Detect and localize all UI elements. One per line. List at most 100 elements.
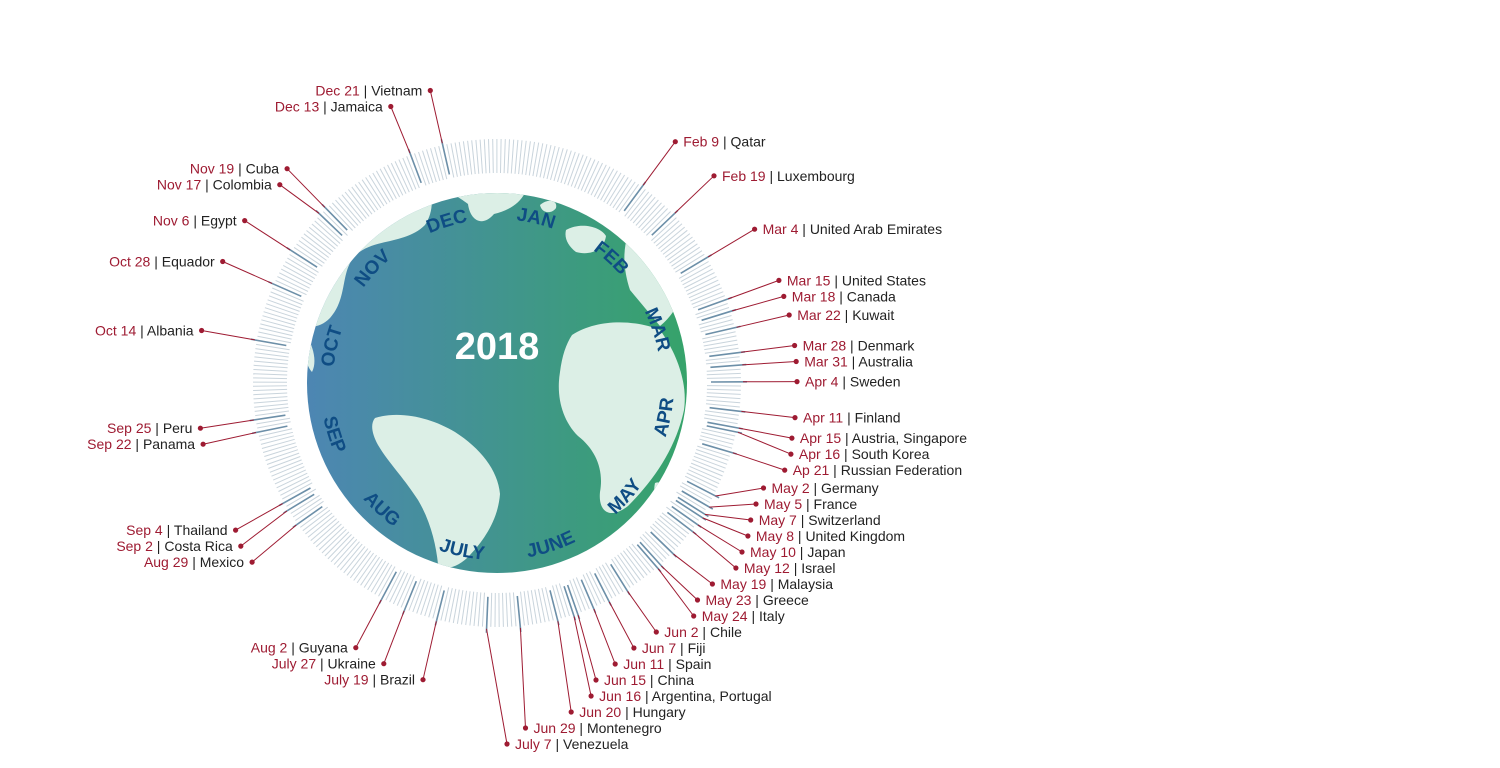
event-country: Australia bbox=[858, 354, 913, 370]
event-country: Malaysia bbox=[778, 576, 833, 592]
event-dot bbox=[420, 677, 426, 683]
day-tick bbox=[365, 177, 385, 207]
event-label: Oct 28 | Equador bbox=[109, 254, 215, 270]
day-tick bbox=[696, 307, 730, 319]
day-tick bbox=[627, 191, 650, 219]
event-date: Mar 4 bbox=[763, 221, 799, 237]
day-tick bbox=[272, 287, 304, 302]
event-label: Mar 22 | Kuwait bbox=[797, 307, 894, 323]
day-tick bbox=[440, 587, 450, 621]
event-country: Qatar bbox=[731, 134, 766, 150]
day-tick bbox=[254, 403, 289, 408]
day-tick bbox=[541, 587, 550, 622]
leader-line bbox=[240, 510, 288, 547]
event-date: Dec 13 bbox=[275, 99, 320, 115]
leader-line bbox=[593, 608, 616, 665]
day-tick bbox=[688, 469, 720, 485]
day-tick bbox=[527, 590, 534, 625]
day-tick bbox=[254, 356, 289, 361]
day-tick bbox=[285, 261, 316, 280]
day-tick bbox=[706, 395, 741, 400]
leader-line bbox=[741, 410, 796, 419]
day-tick bbox=[669, 243, 698, 264]
day-tick bbox=[698, 315, 732, 326]
day-tick bbox=[623, 181, 647, 212]
event-date: Mar 15 bbox=[787, 272, 831, 288]
day-tick bbox=[709, 406, 746, 413]
day-tick bbox=[689, 465, 722, 481]
day-tick bbox=[275, 279, 307, 296]
event-label: Jun 7 | Fiji bbox=[642, 640, 706, 656]
day-tick bbox=[682, 268, 713, 286]
day-tick bbox=[383, 166, 401, 198]
event-dot bbox=[568, 709, 574, 715]
day-tick bbox=[639, 541, 665, 570]
day-tick bbox=[311, 223, 339, 247]
event-country: Equador bbox=[162, 254, 215, 270]
event-date: Oct 14 bbox=[95, 323, 136, 339]
day-tick bbox=[691, 291, 724, 305]
leader-line bbox=[355, 599, 382, 648]
day-tick bbox=[697, 296, 733, 311]
day-tick bbox=[430, 148, 441, 182]
event-label: Sep 22 | Panama bbox=[87, 436, 195, 452]
day-tick bbox=[623, 550, 645, 579]
day-tick bbox=[550, 146, 560, 181]
day-tick bbox=[543, 144, 552, 179]
day-tick bbox=[469, 591, 475, 626]
day-tick bbox=[264, 445, 297, 457]
day-tick bbox=[390, 162, 407, 194]
day-tick bbox=[530, 590, 538, 624]
event-dot bbox=[793, 358, 799, 365]
event-date: Jun 11 bbox=[623, 656, 664, 672]
event-label: May 23 | Greece bbox=[706, 592, 809, 608]
day-tick bbox=[523, 591, 529, 626]
event-dot bbox=[748, 517, 754, 523]
day-tick bbox=[428, 584, 439, 618]
event-date: May 23 bbox=[706, 592, 752, 608]
event-dot bbox=[233, 527, 239, 533]
day-tick-ring bbox=[249, 138, 748, 633]
event-label: Nov 6 | Egypt bbox=[153, 213, 237, 229]
day-tick bbox=[709, 351, 746, 358]
day-tick bbox=[549, 590, 560, 626]
day-tick bbox=[479, 139, 483, 174]
day-tick bbox=[575, 577, 590, 610]
day-tick bbox=[432, 585, 443, 619]
day-tick bbox=[552, 585, 562, 619]
day-tick bbox=[269, 459, 302, 473]
day-tick bbox=[402, 157, 417, 190]
day-tick bbox=[699, 438, 733, 449]
day-tick bbox=[577, 157, 592, 190]
day-tick bbox=[368, 174, 388, 205]
day-tick bbox=[302, 509, 331, 532]
event-label: Jun 15 | China bbox=[604, 672, 694, 688]
event-dot bbox=[792, 342, 798, 349]
leader-line bbox=[742, 361, 797, 366]
day-tick bbox=[257, 335, 291, 344]
day-tick bbox=[354, 184, 376, 213]
day-tick bbox=[414, 153, 427, 186]
day-tick bbox=[661, 512, 690, 535]
event-dot bbox=[199, 327, 205, 334]
event-label: July 7 | Venezuela bbox=[515, 736, 629, 752]
leader-line bbox=[608, 601, 635, 649]
day-tick bbox=[701, 428, 736, 437]
leader-line bbox=[557, 621, 572, 713]
day-tick bbox=[630, 194, 653, 222]
day-tick bbox=[282, 264, 314, 283]
day-tick bbox=[306, 230, 334, 253]
day-tick bbox=[706, 392, 741, 395]
event-country: Austria, Singapore bbox=[852, 430, 967, 446]
day-tick bbox=[378, 566, 396, 597]
day-tick bbox=[545, 587, 554, 621]
event-label: Aug 29 | Mexico bbox=[144, 554, 244, 570]
event-country: Denmark bbox=[858, 338, 916, 354]
day-tick bbox=[516, 595, 522, 632]
day-tick bbox=[279, 272, 310, 289]
day-tick bbox=[521, 140, 527, 175]
event-country: Mexico bbox=[200, 554, 245, 570]
day-tick bbox=[280, 479, 311, 496]
event-country: United States bbox=[842, 272, 926, 288]
day-tick bbox=[422, 150, 434, 184]
